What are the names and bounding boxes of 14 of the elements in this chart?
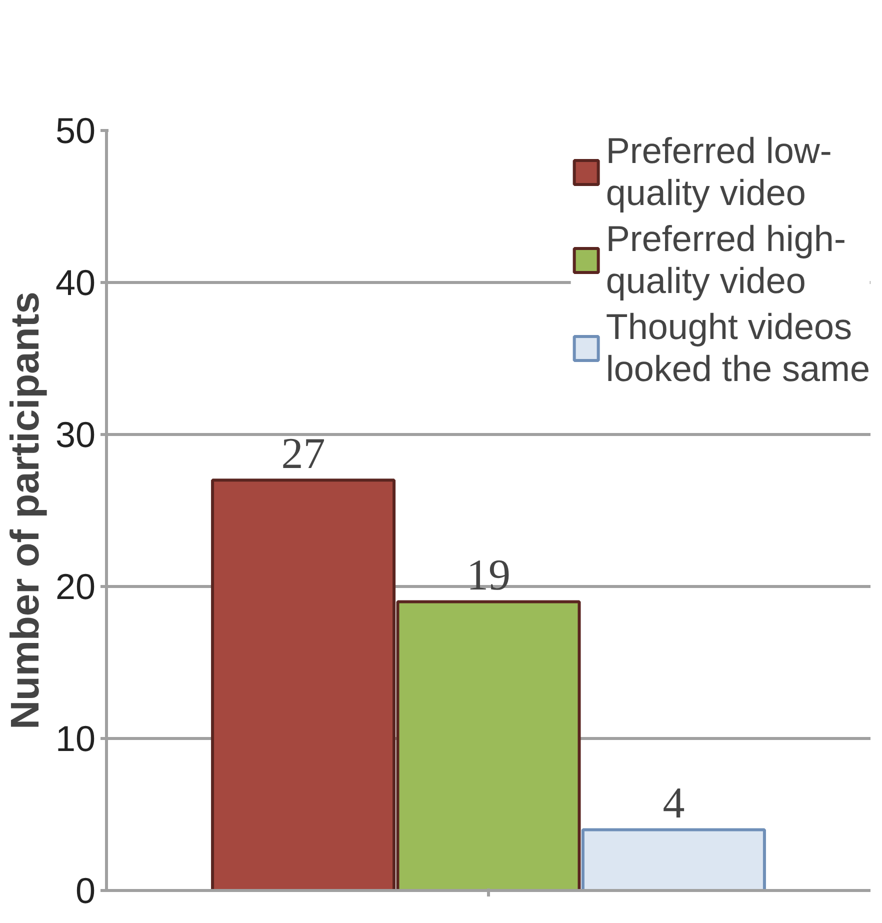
y-tick-label: 10: [55, 718, 96, 759]
y-tick-label: 30: [55, 414, 96, 455]
data-label: 4: [662, 778, 685, 828]
legend-label: Preferred low-quality video: [606, 130, 832, 214]
y-axis-title: Number of participants: [3, 292, 48, 730]
bar: [581, 828, 766, 890]
legend-label: Thought videos looked the same: [606, 306, 870, 390]
y-tick-label: 20: [55, 566, 96, 607]
data-label: 27: [281, 429, 326, 478]
y-tick-label: 40: [55, 262, 96, 303]
y-tick-label: 0: [75, 870, 96, 911]
legend-label: Preferred high-quality video: [606, 218, 846, 302]
data-label: 19: [466, 550, 510, 600]
y-tick-label: 50: [55, 110, 96, 151]
